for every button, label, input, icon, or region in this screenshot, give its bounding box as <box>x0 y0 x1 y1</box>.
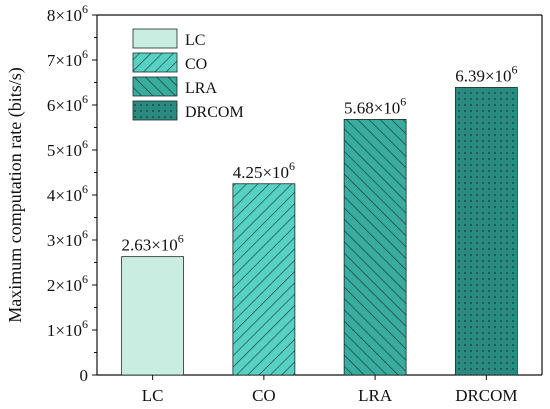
bar-lc <box>121 256 185 376</box>
legend-label-drcom: DRCOM <box>185 104 244 121</box>
bar-drcom <box>454 87 518 376</box>
bar-lra <box>343 119 407 376</box>
bar-value-label: 4.25×106 <box>233 159 295 182</box>
x-tick-label: LRA <box>358 386 393 405</box>
bar-value-label: 2.63×106 <box>121 232 183 255</box>
x-tick-label: LC <box>142 386 164 405</box>
legend-label-lra: LRA <box>185 80 217 97</box>
legend-swatch-co <box>132 52 178 73</box>
y-tick-label: 2×106 <box>47 272 88 295</box>
y-tick-label: 4×106 <box>47 182 88 205</box>
bar-value-label: 5.68×106 <box>344 94 406 117</box>
bar-value-label: 6.39×106 <box>455 62 517 85</box>
y-axis-label: Maximum computation rate (bits/s) <box>5 67 26 322</box>
legend-label-co: CO <box>185 56 207 73</box>
legend-swatch-drcom <box>132 100 178 121</box>
y-tick-label: 0 <box>80 366 89 385</box>
y-tick-label: 6×106 <box>47 92 88 115</box>
y-tick-label: 8×106 <box>47 2 88 25</box>
y-tick-label: 3×106 <box>47 227 88 250</box>
bar-co <box>232 183 296 376</box>
x-tick-label: DRCOM <box>455 386 517 405</box>
y-tick-label: 1×106 <box>47 317 88 340</box>
y-tick-label: 7×106 <box>47 47 88 70</box>
y-tick-label: 5×106 <box>47 137 88 160</box>
legend-swatch-lra <box>132 76 178 97</box>
x-tick-label: CO <box>252 386 276 405</box>
legend-swatch-lc <box>132 28 178 49</box>
legend-label-lc: LC <box>185 32 205 49</box>
